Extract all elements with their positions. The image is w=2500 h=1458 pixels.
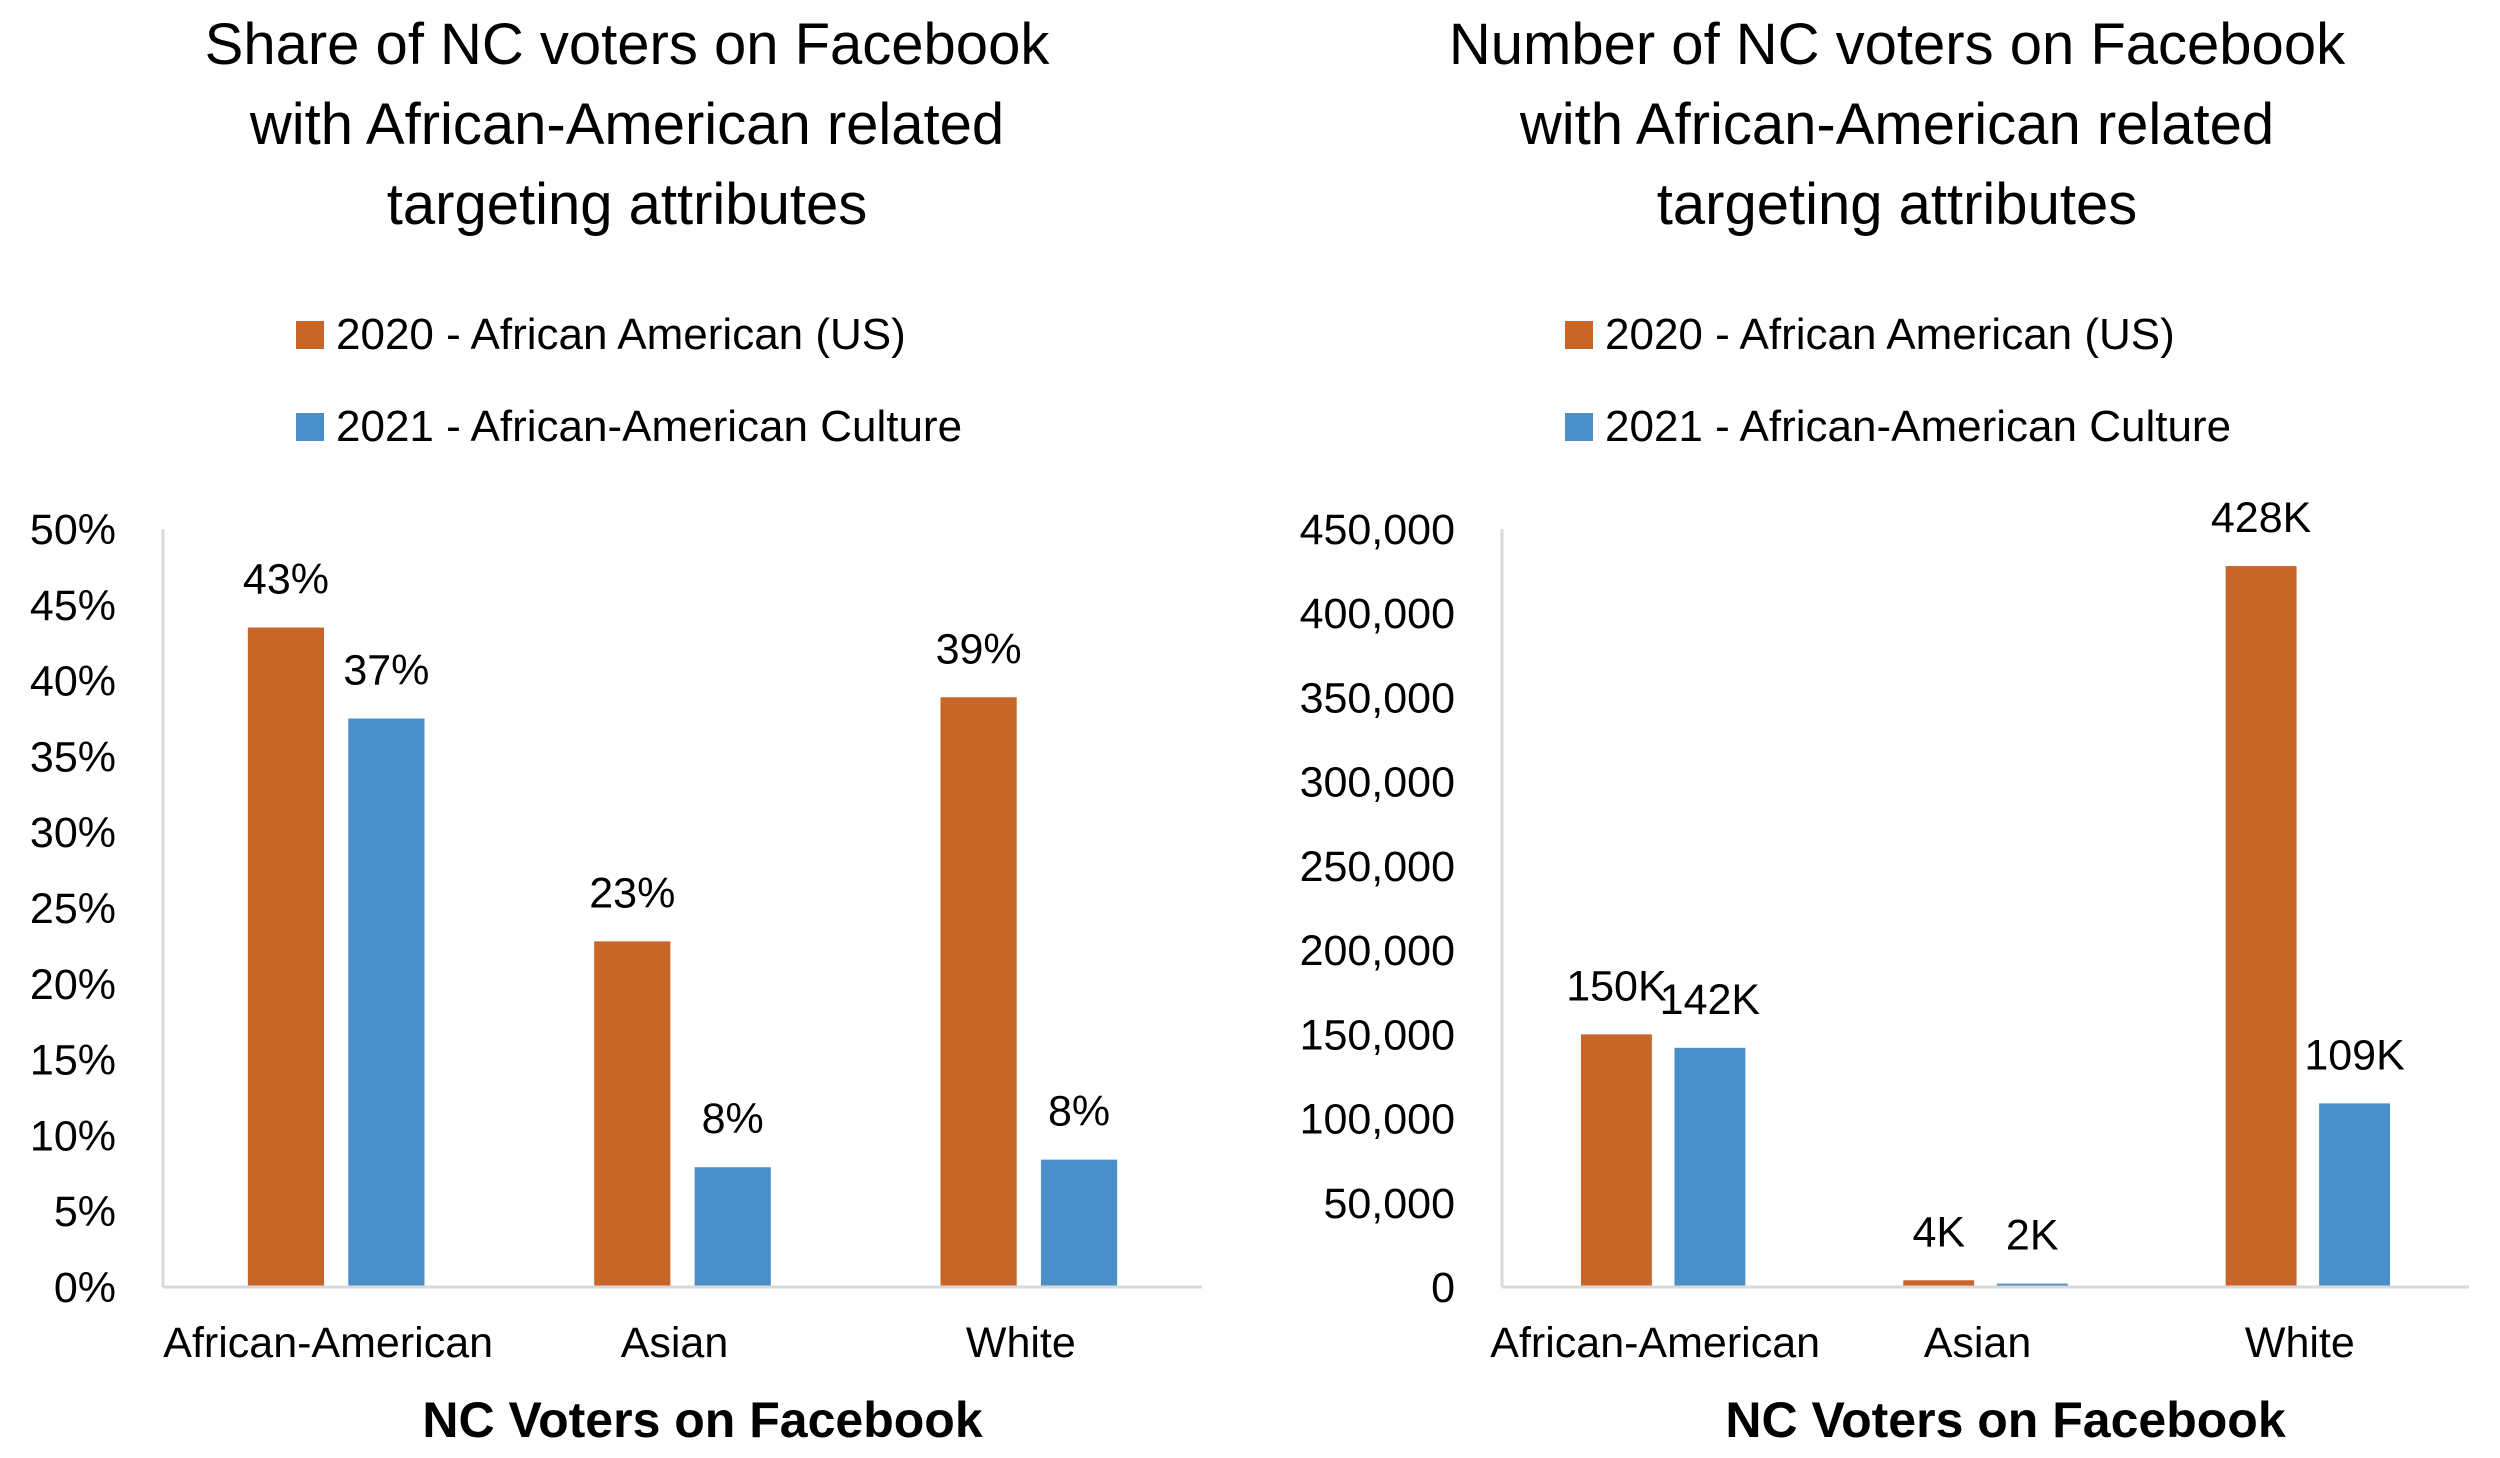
bar (247, 627, 325, 1287)
y-tick-label: 400,000 (1300, 590, 1455, 638)
chart-title: with African-American related (249, 92, 1004, 157)
y-tick-label: 50,000 (1323, 1180, 1455, 1228)
data-label: 109K (2304, 1031, 2405, 1079)
y-tick-label: 30% (30, 809, 116, 857)
legend-label: 2020 - African American (US) (1605, 310, 2175, 359)
data-label: 2K (2006, 1212, 2059, 1260)
y-tick-label: 450,000 (1300, 506, 1455, 554)
chart-title: targeting attributes (1657, 172, 2137, 237)
bar (348, 718, 425, 1287)
x-tick-label: Asian (621, 1319, 729, 1367)
y-tick-label: 100,000 (1300, 1096, 1455, 1144)
x-axis-title: NC Voters on Facebook (422, 1392, 982, 1448)
y-tick-label: 250,000 (1300, 843, 1455, 891)
x-tick-label: White (2245, 1319, 2355, 1367)
y-tick-label: 10% (30, 1112, 116, 1160)
chart-title: with African-American related (1519, 92, 2274, 157)
y-tick-label: 5% (54, 1188, 116, 1236)
y-tick-label: 45% (30, 582, 116, 630)
y-tick-label: 300,000 (1300, 759, 1455, 807)
legend-swatch (1565, 413, 1593, 441)
data-label: 43% (243, 556, 329, 604)
y-tick-label: 35% (30, 733, 116, 781)
legend-swatch (1565, 321, 1593, 349)
x-tick-label: Asian (1924, 1319, 2032, 1367)
bar (2319, 1103, 2391, 1287)
y-tick-label: 25% (30, 885, 116, 933)
bar (594, 941, 671, 1287)
bar (940, 697, 1017, 1287)
y-tick-label: 40% (30, 658, 116, 706)
legend-swatch (296, 321, 324, 349)
bar (2225, 566, 2297, 1287)
legend-label: 2020 - African American (US) (336, 310, 906, 359)
chart-2: Number of NC voters on Facebook with Afri… (1300, 12, 2469, 1448)
y-tick-label: 50% (30, 506, 116, 554)
data-label: 8% (702, 1095, 764, 1143)
data-label: 4K (1912, 1208, 1965, 1256)
y-tick-label: 15% (30, 1037, 116, 1085)
x-tick-label: African-American (163, 1319, 493, 1367)
legend-label: 2021 - African-American Culture (1605, 402, 2231, 451)
data-label: 37% (343, 647, 429, 695)
y-tick-label: 350,000 (1300, 674, 1455, 722)
chart-1: Share of NC voters on Facebook with Afric… (30, 12, 1202, 1448)
x-axis-title: NC Voters on Facebook (1725, 1392, 2285, 1448)
bar (1040, 1159, 1118, 1287)
data-label: 23% (589, 869, 675, 917)
legend-label: 2021 - African-American Culture (336, 402, 962, 451)
x-tick-label: African-American (1490, 1319, 1820, 1367)
data-label: 150K (1566, 962, 1667, 1010)
chart-title: Share of NC voters on Facebook (205, 12, 1051, 77)
bar (1580, 1034, 1652, 1287)
bar (694, 1167, 771, 1287)
y-tick-label: 20% (30, 961, 116, 1009)
bar (1674, 1047, 1746, 1287)
data-label: 39% (936, 625, 1022, 673)
data-label: 428K (2211, 494, 2312, 542)
legend-swatch (296, 413, 324, 441)
y-tick-label: 0 (1431, 1264, 1455, 1312)
bar (1996, 1283, 2068, 1287)
y-tick-label: 0% (54, 1264, 116, 1312)
bar (1903, 1280, 1975, 1287)
chart-title: targeting attributes (387, 172, 867, 237)
chart-title: Number of NC voters on Facebook (1449, 12, 2346, 77)
data-label: 8% (1048, 1088, 1110, 1136)
data-label: 142K (1660, 976, 1761, 1024)
y-tick-label: 200,000 (1300, 927, 1455, 975)
y-tick-label: 150,000 (1300, 1011, 1455, 1059)
x-tick-label: White (966, 1319, 1076, 1367)
